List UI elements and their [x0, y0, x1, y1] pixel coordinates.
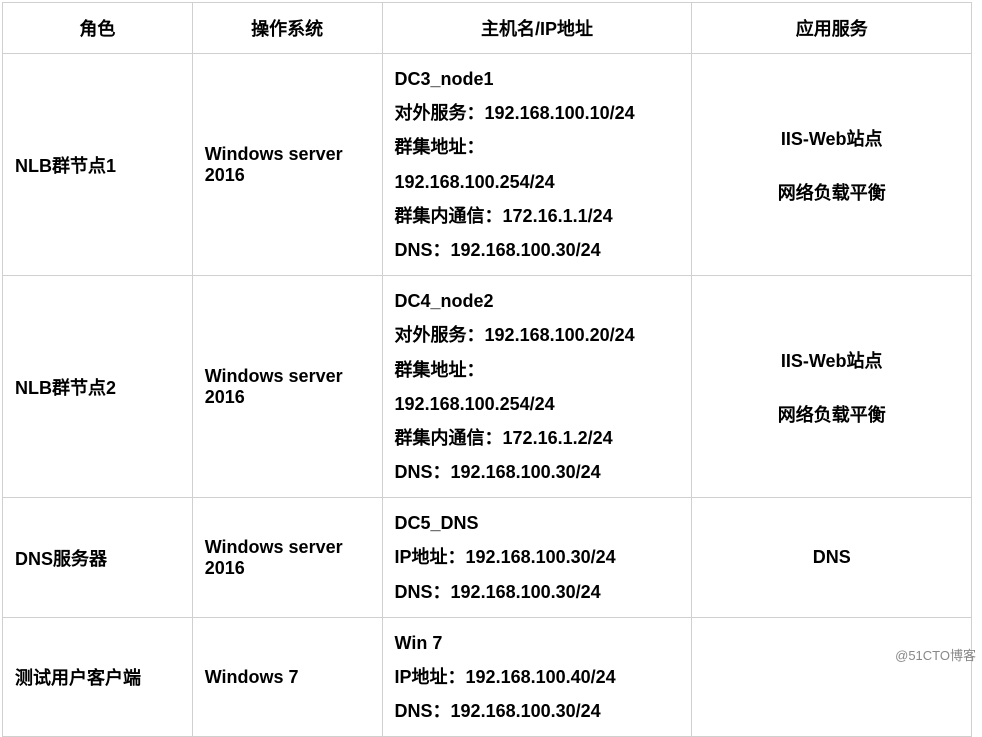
table-row: DNS服务器 Windows server 2016 DC5_DNS IP地址：… [3, 498, 972, 618]
host-line: 192.168.100.254/24 [395, 165, 680, 199]
host-line: DNS：192.168.100.30/24 [395, 575, 680, 609]
service-line: IIS-Web站点 [704, 125, 959, 151]
host-line: 对外服务：192.168.100.20/24 [395, 318, 680, 352]
cell-host: DC4_node2 对外服务：192.168.100.20/24 群集地址： 1… [382, 276, 692, 498]
cell-service [692, 617, 972, 737]
host-line: DC5_DNS [395, 506, 680, 540]
host-line: 192.168.100.254/24 [395, 387, 680, 421]
cell-role: NLB群节点1 [3, 54, 193, 276]
host-line: DNS：192.168.100.30/24 [395, 455, 680, 489]
cell-service: IIS-Web站点 网络负载平衡 [692, 276, 972, 498]
cell-role: DNS服务器 [3, 498, 193, 618]
cell-host: DC5_DNS IP地址：192.168.100.30/24 DNS：192.1… [382, 498, 692, 618]
host-line: 群集地址： [395, 353, 680, 387]
cell-service: DNS [692, 498, 972, 618]
cell-service: IIS-Web站点 网络负载平衡 [692, 54, 972, 276]
cell-host: Win 7 IP地址：192.168.100.40/24 DNS：192.168… [382, 617, 692, 737]
cell-role: 测试用户客户端 [3, 617, 193, 737]
host-line: IP地址：192.168.100.40/24 [395, 660, 680, 694]
header-service: 应用服务 [692, 3, 972, 54]
cell-os: Windows server 2016 [192, 54, 382, 276]
host-line: DNS：192.168.100.30/24 [395, 233, 680, 267]
host-line: 群集内通信：172.16.1.1/24 [395, 199, 680, 233]
table-row: NLB群节点2 Windows server 2016 DC4_node2 对外… [3, 276, 972, 498]
cell-host: DC3_node1 对外服务：192.168.100.10/24 群集地址： 1… [382, 54, 692, 276]
host-line: 群集地址： [395, 130, 680, 164]
host-line: 群集内通信：172.16.1.2/24 [395, 421, 680, 455]
host-line: 对外服务：192.168.100.10/24 [395, 96, 680, 130]
cell-os: Windows server 2016 [192, 498, 382, 618]
host-line: DC3_node1 [395, 62, 680, 96]
header-os: 操作系统 [192, 3, 382, 54]
service-line: DNS [704, 547, 959, 568]
cell-os: Windows 7 [192, 617, 382, 737]
watermark-text: @51CTO博客 [895, 645, 976, 664]
table-row: 测试用户客户端 Windows 7 Win 7 IP地址：192.168.100… [3, 617, 972, 737]
table-row: NLB群节点1 Windows server 2016 DC3_node1 对外… [3, 54, 972, 276]
host-line: DC4_node2 [395, 284, 680, 318]
host-line: DNS：192.168.100.30/24 [395, 694, 680, 728]
table-header-row: 角色 操作系统 主机名/IP地址 应用服务 [3, 3, 972, 54]
header-host: 主机名/IP地址 [382, 3, 692, 54]
host-line: IP地址：192.168.100.30/24 [395, 540, 680, 574]
header-role: 角色 [3, 3, 193, 54]
cell-os: Windows server 2016 [192, 276, 382, 498]
service-line: 网络负载平衡 [704, 179, 959, 205]
service-line: IIS-Web站点 [704, 347, 959, 373]
cell-role: NLB群节点2 [3, 276, 193, 498]
server-config-table: 角色 操作系统 主机名/IP地址 应用服务 NLB群节点1 Windows se… [2, 2, 972, 737]
host-line: Win 7 [395, 626, 680, 660]
service-line: 网络负载平衡 [704, 401, 959, 427]
